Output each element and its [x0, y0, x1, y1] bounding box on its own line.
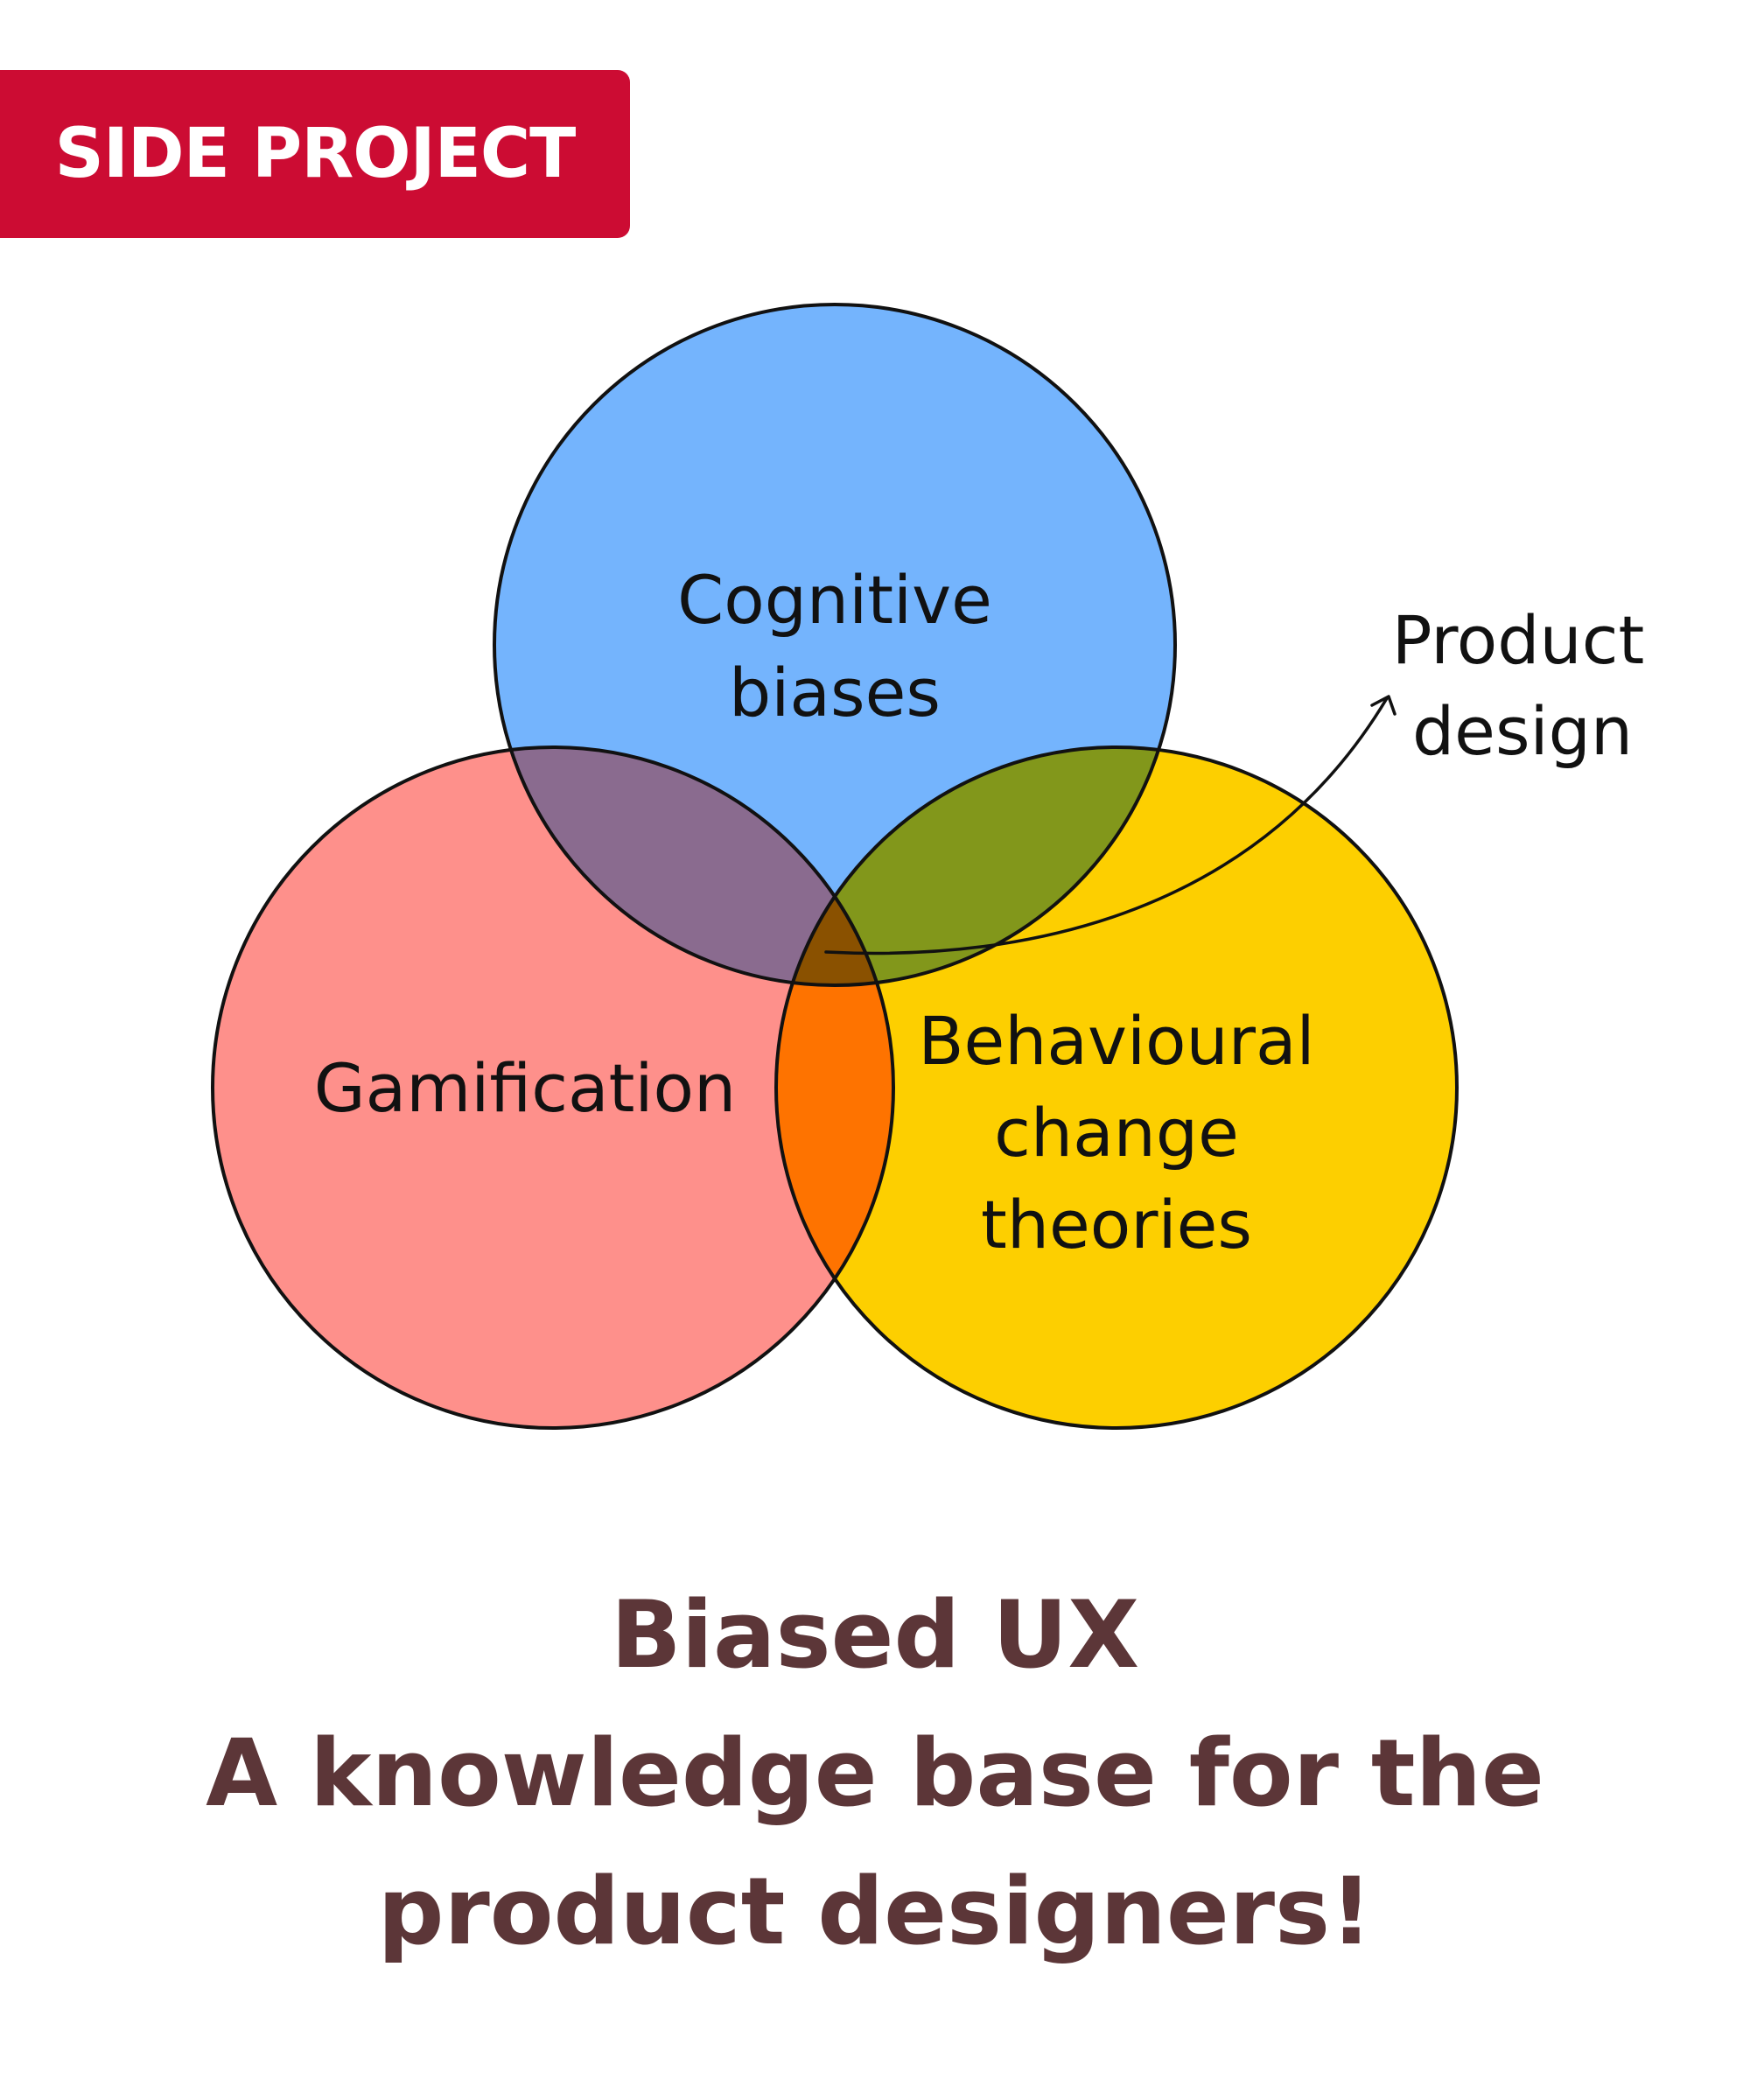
- caption-title: Biased UX: [610, 1581, 1140, 1689]
- gamification-outline: [211, 746, 895, 1430]
- side-project-badge: SIDE PROJECT: [0, 70, 630, 238]
- behavioural-label-line1: Behavioural: [918, 1002, 1314, 1080]
- overlap-cognitive-gamification: [494, 747, 893, 985]
- behavioural-label-line3: theories: [981, 1186, 1252, 1264]
- badge-label: SIDE PROJECT: [54, 115, 577, 193]
- cognitive-biases-label-line2: biases: [729, 654, 941, 732]
- overlap-cognitive-behavioural: [776, 747, 1175, 985]
- cognitive-biases-outline: [493, 303, 1177, 987]
- product-design-arrow: [824, 696, 1389, 956]
- arrow-head-icon: [1370, 695, 1396, 716]
- venn-diagram: Cognitive biases Gamification Behavioura…: [211, 303, 1645, 1430]
- caption-line-2: A knowledge base for the: [206, 1719, 1544, 1827]
- behavioural-label-line2: change: [994, 1094, 1239, 1172]
- caption: Biased UX A knowledge base for the produ…: [0, 1566, 1750, 1981]
- behavioural-change-outline: [774, 746, 1459, 1430]
- gamification-label: Gamification: [314, 1049, 736, 1127]
- product-design-label-line2: design: [1412, 692, 1633, 770]
- product-design-label-line1: Product: [1392, 601, 1645, 679]
- cognitive-biases-label-line1: Cognitive: [677, 561, 992, 639]
- caption-line-3: product designers!: [377, 1858, 1373, 1965]
